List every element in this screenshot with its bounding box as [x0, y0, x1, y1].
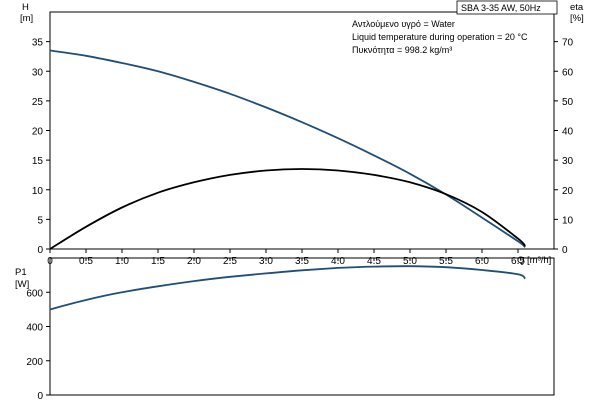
- eta-axis-unit: [%]: [570, 13, 584, 24]
- eta-tick-label: 40: [562, 127, 574, 138]
- x-tick-label: 0.5: [79, 256, 93, 267]
- eta-tick-label: 50: [562, 97, 574, 108]
- x-tick-label: 3.5: [295, 256, 309, 267]
- head-tick-label: 20: [32, 127, 44, 138]
- x-tick-label: 5.5: [439, 256, 453, 267]
- power-curve: [49, 265, 526, 311]
- eta-tick-label: 70: [562, 38, 574, 49]
- title-text: SBA 3-35 AW, 50Hz: [461, 3, 541, 13]
- info-density: Πυκνότητα = 998.2 kg/m³: [352, 45, 452, 55]
- head-tick-label: 0: [37, 245, 43, 256]
- x-tick-label: 0: [47, 256, 53, 267]
- x-tick-label: 2.0: [187, 256, 201, 267]
- x-tick-label: 4.0: [331, 256, 345, 267]
- x-tick-label: 3.0: [259, 256, 273, 267]
- flow-axis-label: Q [m³/h]: [517, 255, 551, 266]
- upper-plot-frame: [49, 11, 555, 250]
- x-tick-label: 1.5: [151, 256, 165, 267]
- power-axis-unit: [W]: [15, 279, 29, 290]
- power-tick-label: 600: [26, 288, 43, 299]
- info-temperature: Liquid temperature during operation = 20…: [352, 32, 528, 42]
- eta-tick-label: 10: [562, 215, 574, 226]
- head-curve: [49, 49, 526, 248]
- head-tick-label: 25: [32, 97, 44, 108]
- head-tick-label: 5: [37, 215, 43, 226]
- power-axis-label: P1: [15, 267, 27, 278]
- x-tick-label: 1.0: [115, 256, 129, 267]
- power-tick-label: 200: [26, 357, 43, 368]
- x-tick-label: 5.0: [403, 256, 417, 267]
- title-box: [456, 0, 558, 15]
- x-tick-label: 2.5: [223, 256, 237, 267]
- head-tick-label: 10: [32, 186, 44, 197]
- head-tick-label: 35: [32, 38, 44, 49]
- x-tick-label: 6.5: [511, 256, 525, 267]
- head-tick-label: 15: [32, 156, 44, 167]
- lower-plot-frame: [49, 257, 555, 396]
- eta-axis-label: eta: [570, 2, 584, 13]
- power-tick-label: 0: [37, 391, 43, 400]
- eta-tick-label: 20: [562, 186, 574, 197]
- power-tick-label: 400: [26, 323, 43, 334]
- eta-tick-label: 30: [562, 156, 574, 167]
- eta-tick-label: 60: [562, 67, 574, 78]
- efficiency-curve: [49, 168, 526, 250]
- eta-tick-label: 0: [562, 245, 568, 256]
- info-fluid: Αντλούμενο υγρό = Water: [352, 19, 455, 29]
- head-axis-label: H: [22, 2, 29, 13]
- head-axis-unit: [m]: [20, 13, 33, 24]
- x-tick-label: 4.5: [367, 256, 381, 267]
- head-tick-label: 30: [32, 67, 44, 78]
- x-tick-label: 6.0: [475, 256, 489, 267]
